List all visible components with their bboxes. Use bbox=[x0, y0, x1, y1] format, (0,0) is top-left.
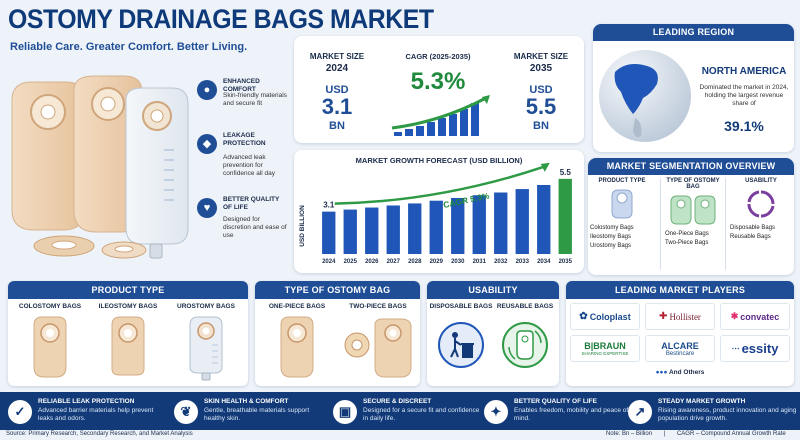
bag-type-card: TYPE OF OSTOMY BAG ONE-PIECE BAGS TWO-PI… bbox=[255, 281, 420, 386]
chart-data-label-first: 3.1 bbox=[323, 201, 335, 210]
segment-product-type: PRODUCT TYPE Colostomy Bags Ileostomy Ba… bbox=[590, 178, 646, 249]
reusable-bag-icon bbox=[502, 322, 548, 368]
growth-chart-icon: ↗ bbox=[628, 400, 652, 424]
chart-x-tick-label: 2025 bbox=[344, 259, 358, 265]
chart-bar-2029 bbox=[429, 200, 443, 254]
chart-bar-2027 bbox=[386, 205, 400, 254]
product-type-header: PRODUCT TYPE bbox=[8, 281, 248, 299]
dots-icon: ●●● bbox=[655, 369, 669, 376]
ileostomy-bag-image bbox=[111, 316, 145, 376]
coloplast-logo: ✿ Coloplast bbox=[570, 303, 640, 330]
chart-data-label-last: 5.5 bbox=[560, 168, 572, 177]
one-piece-bag-image bbox=[280, 316, 314, 378]
feather-icon: ❦ bbox=[174, 400, 198, 424]
segment-bag-type: TYPE OF OSTOMY BAG One-Piece Bags Two-Pi… bbox=[660, 178, 726, 270]
lock-icon: ▣ bbox=[333, 400, 357, 424]
market-size-2035-value: 5.5 bbox=[525, 94, 557, 119]
two-piece-bag-image bbox=[344, 318, 412, 378]
convatec-logo: ✱ convatec bbox=[720, 303, 790, 330]
market-size-2035-year: 2035 bbox=[529, 63, 553, 74]
chart-x-tick-label: 2026 bbox=[365, 259, 379, 265]
chart-bar-2035 bbox=[558, 178, 572, 254]
person-freedom-icon: ✦ bbox=[484, 400, 508, 424]
footer-source: Source: Primary Research, Secondary Rese… bbox=[6, 431, 193, 437]
chart-title: MARKET GROWTH FORECAST (USD BILLION) bbox=[356, 156, 523, 165]
chart-x-tick-label: 2024 bbox=[322, 259, 336, 265]
region-name: NORTH AMERICA bbox=[701, 66, 787, 77]
market-size-kpi-card: MARKET SIZE 2024 USD 3.1 BN CAGR (2025-2… bbox=[294, 36, 584, 143]
drop-shield-icon: ◆ bbox=[197, 134, 217, 154]
bbraun-logo: B|BRAUN SHARING EXPERTISE bbox=[570, 335, 640, 362]
chart-y-axis-label: USD BILLION bbox=[299, 205, 306, 247]
recycle-icon bbox=[747, 190, 775, 218]
chart-bar-2025 bbox=[343, 209, 357, 254]
cagr-value: 5.3% bbox=[410, 68, 466, 95]
market-size-2024-year: 2024 bbox=[325, 63, 349, 74]
chart-bar-2028 bbox=[408, 203, 422, 254]
hand-heart-icon: ♥ bbox=[197, 198, 217, 218]
chart-x-tick-label: 2031 bbox=[473, 259, 487, 265]
shield-check-icon: ✓ bbox=[8, 400, 32, 424]
chart-bar-2032 bbox=[494, 192, 508, 254]
disposable-trash-icon bbox=[438, 322, 484, 368]
market-players-card: LEADING MARKET PLAYERS ✿ Coloplast ✚ Holli… bbox=[566, 281, 794, 386]
chart-x-tick-label: 2035 bbox=[559, 259, 573, 265]
colostomy-bag-icon bbox=[611, 189, 633, 219]
person-icon: ● bbox=[197, 80, 217, 100]
market-size-2035-unit: USD bbox=[529, 84, 553, 96]
product-type-card: PRODUCT TYPE COLOSTOMY BAGS ILEOSTOMY BA… bbox=[8, 281, 248, 386]
usability-header: USABILITY bbox=[427, 281, 559, 299]
leading-region-card: LEADING REGION NORTH AMERICA Dominated t… bbox=[593, 24, 794, 152]
chart-bar-2026 bbox=[365, 207, 379, 254]
bag-type-icon bbox=[670, 195, 716, 225]
market-size-2035-label: MARKET SIZE bbox=[513, 52, 569, 61]
leading-region-header: LEADING REGION bbox=[593, 24, 794, 41]
region-share: 39.1% bbox=[724, 118, 764, 134]
benefits-strip bbox=[0, 392, 800, 430]
segmentation-overview-card: MARKET SEGMENTATION OVERVIEW PRODUCT TYP… bbox=[588, 158, 794, 275]
usability-card: USABILITY DISPOSABLE BAGS REUSABLE BAGS bbox=[427, 281, 559, 386]
market-size-2024-label: MARKET SIZE bbox=[309, 52, 365, 61]
players-more: ●●● And Others bbox=[655, 369, 705, 376]
globe-icon bbox=[599, 50, 691, 142]
market-size-2024-value: 3.1 bbox=[321, 94, 353, 119]
cagr-label: CAGR (2025-2035) bbox=[405, 52, 471, 61]
growth-forecast-chart: MARKET GROWTH FORECAST (USD BILLION) USD… bbox=[299, 156, 573, 265]
market-size-2024-scale: BN bbox=[329, 120, 345, 132]
ostomy-bags-illustration bbox=[11, 75, 189, 259]
tagline: Reliable Care. Greater Comfort. Better L… bbox=[10, 41, 248, 53]
page-title: OSTOMY DRAINAGE BAGS MARKET bbox=[8, 4, 434, 34]
chart-bar-2033 bbox=[515, 189, 529, 254]
alcare-logo: ALCARE Bestincare bbox=[645, 335, 715, 362]
chart-x-tick-label: 2029 bbox=[430, 259, 444, 265]
segment-usability: USABILITY Disposable Bags Reusable Bags bbox=[730, 178, 777, 240]
chart-bar-2024 bbox=[322, 211, 336, 254]
growth-forecast-chart-card: MARKET GROWTH FORECAST (USD BILLION) USD… bbox=[294, 150, 584, 273]
colostomy-bag-image bbox=[33, 316, 67, 378]
chart-x-tick-label: 2033 bbox=[516, 259, 530, 265]
hollister-logo: ✚ Hollister bbox=[645, 303, 715, 330]
bag-type-header: TYPE OF OSTOMY BAG bbox=[255, 281, 420, 299]
chart-bar-2031 bbox=[472, 195, 486, 254]
chart-x-tick-label: 2032 bbox=[494, 259, 508, 265]
chart-x-tick-label: 2034 bbox=[537, 259, 551, 265]
region-description: Dominated the market in 2024, holding th… bbox=[699, 84, 789, 107]
trend-arrow-head bbox=[540, 162, 550, 172]
market-size-2035-scale: BN bbox=[533, 120, 549, 132]
footer-note: Note: Bn – Billion | CAGR – Compound Ann… bbox=[606, 431, 786, 437]
urostomy-bag-image bbox=[189, 316, 223, 381]
chart-x-tick-label: 2030 bbox=[451, 259, 465, 265]
cagr-growth-bars-icon bbox=[391, 95, 490, 136]
chart-x-tick-label: 2028 bbox=[408, 259, 422, 265]
market-size-2024-unit: USD bbox=[325, 84, 349, 96]
trend-arrow bbox=[334, 165, 545, 205]
segmentation-header: MARKET SEGMENTATION OVERVIEW bbox=[588, 158, 794, 175]
players-header: LEADING MARKET PLAYERS bbox=[566, 281, 794, 299]
chart-x-tick-label: 2027 bbox=[387, 259, 401, 265]
essity-logo: ⋯ essity bbox=[720, 335, 790, 362]
chart-bar-2034 bbox=[537, 184, 551, 254]
chart-bar-2030 bbox=[451, 197, 465, 254]
